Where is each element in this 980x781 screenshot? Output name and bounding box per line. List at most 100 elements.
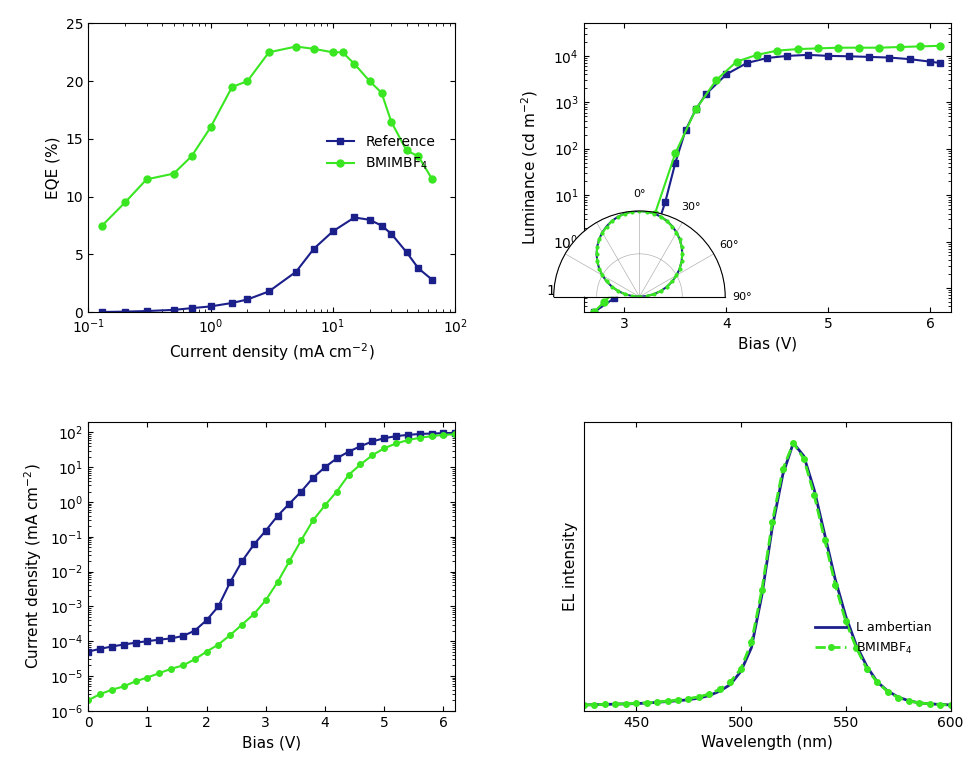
Reference xyxy=(385,229,397,238)
L ambertian xyxy=(788,438,800,448)
L ambertian xyxy=(777,469,789,479)
L ambertian xyxy=(672,696,684,705)
BMIMBF$_4$ xyxy=(840,617,852,626)
L ambertian xyxy=(903,696,914,705)
BMIMBF$_4$ xyxy=(724,677,736,686)
L ambertian xyxy=(851,640,862,650)
BMIMBF$_4$ xyxy=(903,697,914,706)
L ambertian xyxy=(934,700,946,709)
Reference xyxy=(308,244,319,253)
BMIMBF$_4$ xyxy=(871,678,883,687)
BMIMBF$_4$ xyxy=(337,48,349,57)
BMIMBF$_4$ xyxy=(308,45,319,54)
BMIMBF$_4$ xyxy=(704,689,715,698)
BMIMBF$_4$ xyxy=(185,152,197,161)
L ambertian xyxy=(882,686,894,696)
L ambertian xyxy=(619,699,631,708)
BMIMBF$_4$ xyxy=(693,692,705,701)
BMIMBF$_4$ xyxy=(364,77,375,86)
BMIMBF$_4$ xyxy=(610,700,621,709)
L ambertian xyxy=(630,699,642,708)
Line: L ambertian: L ambertian xyxy=(584,443,951,705)
BMIMBF$_4$ xyxy=(788,438,800,448)
BMIMBF$_4$ xyxy=(860,664,872,673)
BMIMBF$_4$ xyxy=(808,490,820,500)
Reference xyxy=(327,226,339,236)
L ambertian xyxy=(819,530,831,540)
BMIMBF$_4$ xyxy=(851,643,862,652)
BMIMBF$_4$ xyxy=(829,580,841,590)
L ambertian xyxy=(913,698,925,708)
BMIMBF$_4$ xyxy=(945,701,956,710)
BMIMBF$_4$ xyxy=(168,169,179,178)
BMIMBF$_4$ xyxy=(766,517,778,526)
L ambertian xyxy=(610,700,621,709)
L ambertian xyxy=(924,699,936,708)
L ambertian xyxy=(641,698,653,708)
Line: BMIMBF$_4$: BMIMBF$_4$ xyxy=(581,440,954,708)
BMIMBF$_4$ xyxy=(777,465,789,474)
BMIMBF$_4$ xyxy=(413,152,424,161)
Reference xyxy=(375,221,387,230)
X-axis label: Bias (V): Bias (V) xyxy=(242,735,301,750)
BMIMBF$_4$ xyxy=(934,700,946,709)
L ambertian xyxy=(766,522,778,532)
Reference xyxy=(290,267,302,276)
BMIMBF$_4$ xyxy=(401,146,413,155)
BMIMBF$_4$ xyxy=(746,638,758,647)
BMIMBF$_4$ xyxy=(96,221,108,230)
Reference xyxy=(241,294,253,304)
BMIMBF$_4$ xyxy=(756,585,767,594)
BMIMBF$_4$ xyxy=(714,684,726,694)
Y-axis label: Current density (mA cm$^{-2}$): Current density (mA cm$^{-2}$) xyxy=(23,463,44,669)
BMIMBF$_4$ xyxy=(893,693,905,702)
L ambertian xyxy=(599,700,611,709)
Legend: Reference, BMIMBF$_4$: Reference, BMIMBF$_4$ xyxy=(321,129,441,177)
L ambertian xyxy=(724,679,736,689)
Reference xyxy=(263,287,274,296)
L ambertian xyxy=(578,701,590,710)
BMIMBF$_4$ xyxy=(672,695,684,704)
BMIMBF$_4$ xyxy=(735,664,747,673)
BMIMBF$_4$ xyxy=(641,698,653,708)
L ambertian xyxy=(829,575,841,584)
Y-axis label: EQE (%): EQE (%) xyxy=(45,137,60,199)
Reference xyxy=(226,298,238,308)
L ambertian xyxy=(945,701,956,710)
L ambertian xyxy=(840,612,852,621)
L ambertian xyxy=(714,686,726,696)
Line: Reference: Reference xyxy=(99,214,436,316)
BMIMBF$_4$ xyxy=(651,697,662,707)
Reference xyxy=(120,307,131,316)
BMIMBF$_4$ xyxy=(578,701,590,710)
L ambertian xyxy=(808,486,820,495)
BMIMBF$_4$ xyxy=(290,42,302,52)
BMIMBF$_4$ xyxy=(120,198,131,207)
L ambertian xyxy=(651,697,662,707)
L ambertian xyxy=(662,697,673,706)
BMIMBF$_4$ xyxy=(599,700,611,709)
BMIMBF$_4$ xyxy=(662,697,673,706)
L ambertian xyxy=(693,694,705,703)
Line: BMIMBF$_4$: BMIMBF$_4$ xyxy=(99,43,436,229)
BMIMBF$_4$ xyxy=(882,686,894,696)
BMIMBF$_4$ xyxy=(263,48,274,57)
L ambertian xyxy=(893,693,905,702)
X-axis label: Wavelength (nm): Wavelength (nm) xyxy=(701,735,833,750)
X-axis label: Bias (V): Bias (V) xyxy=(738,337,797,351)
X-axis label: Current density (mA cm$^{-2}$): Current density (mA cm$^{-2}$) xyxy=(169,341,374,363)
BMIMBF$_4$ xyxy=(349,59,361,69)
BMIMBF$_4$ xyxy=(205,123,217,132)
Reference xyxy=(168,305,179,315)
Reference xyxy=(364,215,375,224)
Reference xyxy=(141,306,153,316)
Reference xyxy=(205,301,217,311)
L ambertian xyxy=(871,677,883,686)
L ambertian xyxy=(746,643,758,652)
BMIMBF$_4$ xyxy=(819,536,831,545)
BMIMBF$_4$ xyxy=(630,699,642,708)
L ambertian xyxy=(588,700,600,709)
L ambertian xyxy=(798,451,809,461)
BMIMBF$_4$ xyxy=(385,117,397,127)
Y-axis label: Luminance (cd m$^{-2}$): Luminance (cd m$^{-2}$) xyxy=(519,91,540,245)
